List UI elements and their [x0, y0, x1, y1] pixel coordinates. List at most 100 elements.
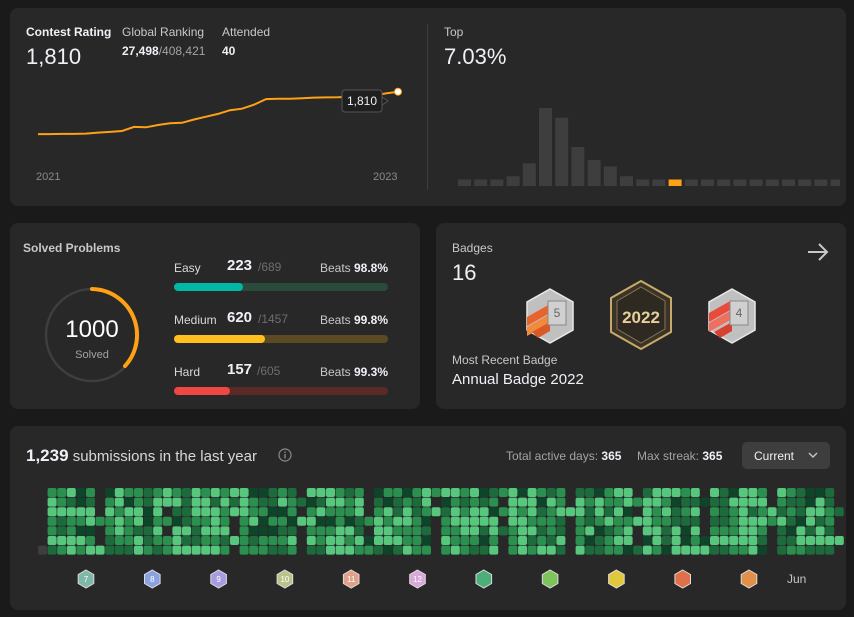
heatmap-day-cell[interactable] — [546, 507, 556, 517]
heatmap-day-cell[interactable] — [412, 497, 422, 507]
heatmap-day-cell[interactable] — [815, 545, 825, 555]
heatmap-day-cell[interactable] — [642, 497, 652, 507]
heatmap-day-cell[interactable] — [143, 516, 153, 526]
heatmap-day-cell[interactable] — [479, 526, 489, 536]
heatmap-day-cell[interactable] — [57, 507, 67, 517]
heatmap-day-cell[interactable] — [460, 536, 470, 545]
heatmap-day-cell[interactable] — [662, 536, 671, 545]
histogram-bar[interactable] — [539, 108, 552, 186]
heatmap-day-cell[interactable] — [86, 545, 95, 555]
heatmap-day-cell[interactable] — [738, 507, 748, 517]
heatmap-day-cell[interactable] — [489, 545, 499, 555]
heatmap-day-cell[interactable] — [690, 497, 700, 507]
month-badge-icon[interactable]: 8 — [144, 569, 161, 589]
heatmap-day-cell[interactable] — [326, 536, 335, 545]
heatmap-day-cell[interactable] — [758, 516, 767, 526]
heatmap-day-cell[interactable] — [604, 507, 614, 517]
heatmap-day-cell[interactable] — [777, 545, 787, 555]
heatmap-day-cell[interactable] — [479, 545, 489, 555]
heatmap-day-cell[interactable] — [76, 536, 86, 545]
heatmap-day-cell[interactable] — [614, 526, 623, 536]
heatmap-day-cell[interactable] — [402, 526, 412, 536]
heatmap-day-cell[interactable] — [402, 497, 412, 507]
heatmap-day-cell[interactable] — [249, 497, 259, 507]
heatmap-day-cell[interactable] — [546, 545, 556, 555]
heatmap-day-cell[interactable] — [662, 507, 671, 517]
heatmap-day-cell[interactable] — [105, 545, 115, 555]
heatmap-day-cell[interactable] — [575, 536, 585, 545]
heatmap-day-cell[interactable] — [470, 545, 479, 555]
heatmap-day-cell[interactable] — [594, 516, 604, 526]
heatmap-day-cell[interactable] — [114, 488, 124, 497]
heatmap-day-cell[interactable] — [527, 488, 537, 497]
heatmap-day-cell[interactable] — [527, 545, 537, 555]
heatmap-day-cell[interactable] — [518, 497, 527, 507]
heatmap-day-cell[interactable] — [594, 536, 604, 545]
heatmap-day-cell[interactable] — [652, 497, 662, 507]
heatmap-day-cell[interactable] — [460, 526, 470, 536]
heatmap-day-cell[interactable] — [575, 545, 585, 555]
heatmap-day-cell[interactable] — [777, 497, 787, 507]
heatmap-day-cell[interactable] — [345, 497, 355, 507]
heatmap-day-cell[interactable] — [623, 516, 633, 526]
heatmap-day-cell[interactable] — [422, 545, 431, 555]
heatmap-day-cell[interactable] — [604, 545, 614, 555]
heatmap-day-cell[interactable] — [604, 536, 614, 545]
heatmap-day-cell[interactable] — [710, 507, 719, 517]
heatmap-day-cell[interactable] — [556, 488, 566, 497]
heatmap-day-cell[interactable] — [47, 536, 57, 545]
heatmap-day-cell[interactable] — [537, 536, 547, 545]
heatmap-day-cell[interactable] — [623, 536, 633, 545]
heatmap-day-cell[interactable] — [719, 488, 729, 497]
heatmap-day-cell[interactable] — [326, 516, 335, 526]
heatmap-day-cell[interactable] — [441, 545, 451, 555]
histogram-bar[interactable] — [684, 179, 698, 187]
submission-heatmap[interactable]: 7 8 9 10 11 12 — [10, 480, 846, 610]
heatmap-day-cell[interactable] — [287, 516, 297, 526]
heatmap-day-cell[interactable] — [306, 507, 316, 517]
heatmap-day-cell[interactable] — [278, 497, 287, 507]
heatmap-day-cell[interactable] — [748, 497, 758, 507]
heatmap-day-cell[interactable] — [642, 526, 652, 536]
heatmap-day-cell[interactable] — [66, 497, 76, 507]
heatmap-day-cell[interactable] — [815, 488, 825, 497]
heatmap-day-cell[interactable] — [556, 507, 566, 517]
heatmap-day-cell[interactable] — [537, 497, 547, 507]
heatmap-day-cell[interactable] — [210, 536, 220, 545]
heatmap-day-cell[interactable] — [796, 536, 806, 545]
heatmap-day-cell[interactable] — [316, 497, 326, 507]
heatmap-day-cell[interactable] — [441, 507, 451, 517]
heatmap-day-cell[interactable] — [441, 526, 451, 536]
heatmap-day-cell[interactable] — [604, 497, 614, 507]
heatmap-day-cell[interactable] — [422, 497, 431, 507]
heatmap-day-cell[interactable] — [182, 536, 191, 545]
heatmap-day-cell[interactable] — [710, 516, 719, 526]
heatmap-day-cell[interactable] — [614, 488, 623, 497]
heatmap-day-cell[interactable] — [450, 507, 460, 517]
month-badge-icon[interactable]: 11 — [342, 569, 360, 589]
heatmap-day-cell[interactable] — [201, 536, 211, 545]
heatmap-day-cell[interactable] — [729, 497, 739, 507]
heatmap-day-cell[interactable] — [258, 488, 268, 497]
heatmap-day-cell[interactable] — [470, 536, 479, 545]
heatmap-day-cell[interactable] — [460, 545, 470, 555]
month-badge-icon[interactable]: 9 — [210, 569, 227, 589]
heatmap-day-cell[interactable] — [57, 516, 67, 526]
heatmap-day-cell[interactable] — [786, 516, 796, 526]
heatmap-day-cell[interactable] — [652, 516, 662, 526]
heatmap-day-cell[interactable] — [47, 545, 57, 555]
heatmap-day-cell[interactable] — [105, 526, 115, 536]
heatmap-day-cell[interactable] — [191, 536, 201, 545]
heatmap-day-cell[interactable] — [710, 536, 719, 545]
heatmap-day-cell[interactable] — [508, 536, 518, 545]
heatmap-day-cell[interactable] — [479, 516, 489, 526]
heatmap-day-cell[interactable] — [719, 507, 729, 517]
heatmap-day-cell[interactable] — [594, 545, 604, 555]
heatmap-day-cell[interactable] — [710, 545, 719, 555]
heatmap-day-cell[interactable] — [777, 516, 787, 526]
badge-4-icon[interactable]: 4 — [706, 287, 758, 345]
heatmap-day-cell[interactable] — [268, 545, 278, 555]
heatmap-day-cell[interactable] — [316, 507, 326, 517]
heatmap-day-cell[interactable] — [143, 507, 153, 517]
heatmap-day-cell[interactable] — [287, 507, 297, 517]
